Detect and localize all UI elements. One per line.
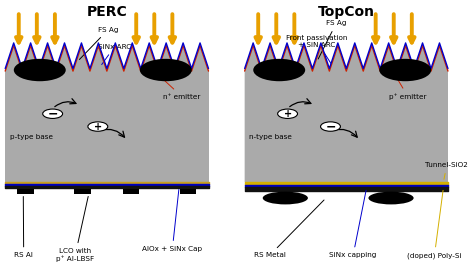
Ellipse shape [368,192,414,204]
Text: LCO with
p⁺ AI-LBSF: LCO with p⁺ AI-LBSF [56,197,94,262]
Ellipse shape [379,59,431,81]
Text: −: − [325,120,336,133]
Text: n-type base: n-type base [249,134,292,140]
Text: SiNx capping: SiNx capping [329,190,377,258]
Bar [245,71,448,182]
Ellipse shape [14,59,66,81]
Bar [180,189,196,194]
Text: FS Ag: FS Ag [80,27,118,60]
Bar [74,189,91,194]
Bar [123,189,139,194]
Text: AlOx + SiNx Cap: AlOx + SiNx Cap [142,189,202,252]
Text: −: − [47,107,58,120]
Bar [18,189,34,194]
Polygon shape [245,45,448,182]
Ellipse shape [140,59,192,81]
Ellipse shape [253,59,305,81]
Text: (doped) Poly-Si: (doped) Poly-Si [407,190,462,259]
Text: FS Ag: FS Ag [318,20,346,59]
Ellipse shape [263,192,308,204]
Text: Tunnel-SiO2: Tunnel-SiO2 [425,162,468,179]
Text: PERC: PERC [86,5,127,19]
Text: p-type base: p-type base [10,134,53,140]
Text: Front passivation
+ SiN ARC: Front passivation + SiN ARC [286,35,347,64]
Text: RS Metal: RS Metal [254,200,324,258]
Text: p⁺ emitter: p⁺ emitter [389,71,427,100]
Circle shape [88,122,108,131]
Text: n⁺ emitter: n⁺ emitter [154,71,201,100]
Text: TopCon: TopCon [318,5,375,19]
Circle shape [320,122,340,131]
Text: +: + [94,122,102,132]
Circle shape [43,109,63,118]
Circle shape [278,109,298,118]
Text: SiNx ARC: SiNx ARC [98,44,131,65]
Text: RS Al: RS Al [14,197,33,258]
Text: +: + [283,109,292,119]
Bar [5,71,209,182]
Polygon shape [5,45,209,182]
